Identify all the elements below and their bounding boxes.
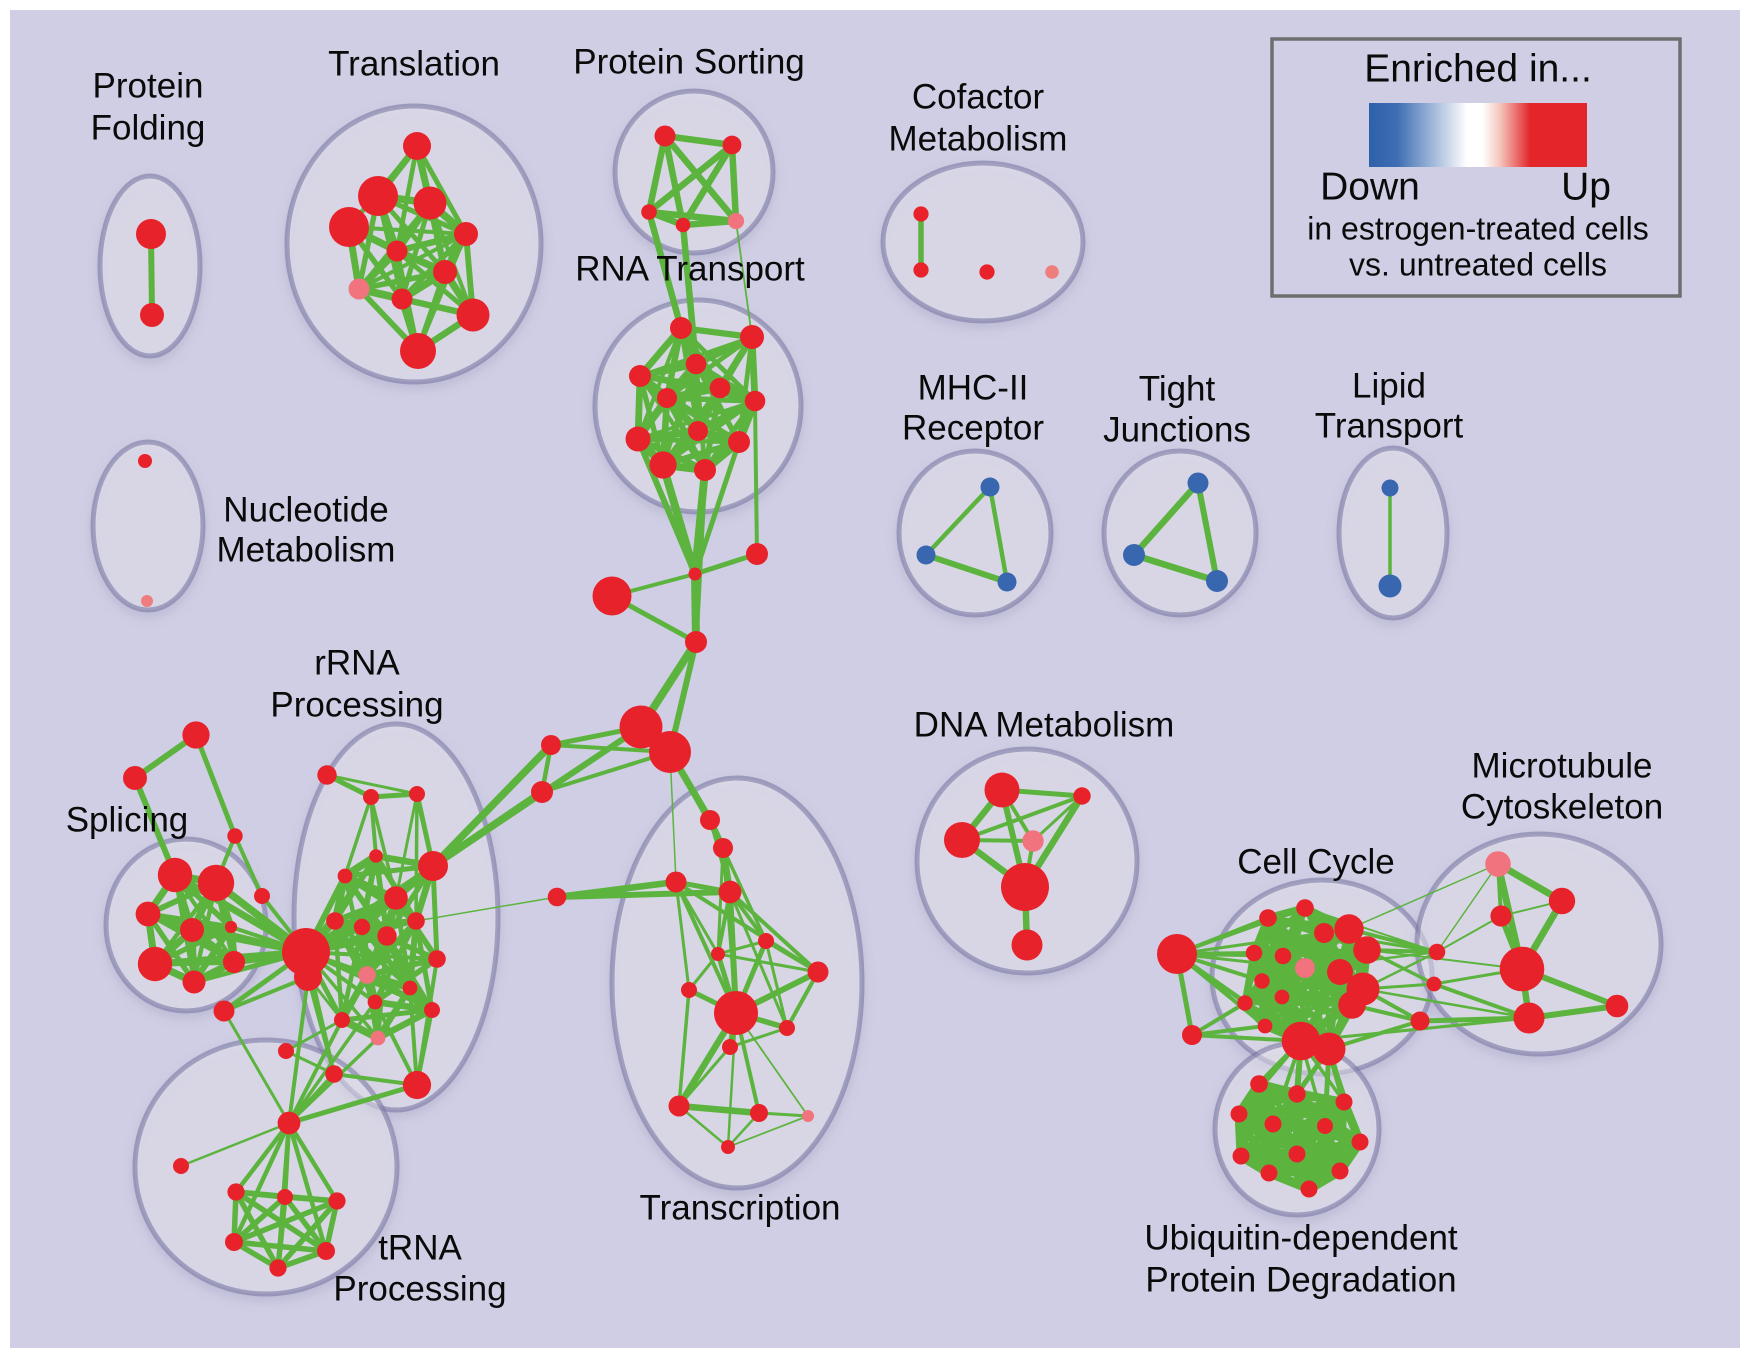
svg-text:Tight: Tight [1139,369,1216,408]
svg-text:RNA Transport: RNA Transport [575,249,805,288]
svg-text:Microtubule: Microtubule [1472,746,1653,785]
svg-text:Splicing: Splicing [66,800,189,839]
svg-text:Protein Degradation: Protein Degradation [1145,1260,1456,1299]
svg-text:Metabolism: Metabolism [217,530,396,569]
svg-text:Cytoskeleton: Cytoskeleton [1461,787,1663,826]
svg-text:Transport: Transport [1315,406,1464,445]
svg-text:Nucleotide: Nucleotide [223,490,388,529]
svg-text:tRNA: tRNA [378,1228,462,1267]
svg-text:DNA Metabolism: DNA Metabolism [914,705,1175,744]
svg-text:in estrogen-treated cells: in estrogen-treated cells [1307,210,1649,246]
svg-text:Ubiquitin-dependent: Ubiquitin-dependent [1144,1218,1458,1257]
svg-text:Up: Up [1561,165,1611,208]
svg-text:Cofactor: Cofactor [912,77,1045,116]
svg-text:Lipid: Lipid [1352,366,1426,405]
svg-text:Receptor: Receptor [902,408,1044,447]
svg-text:Processing: Processing [333,1269,506,1308]
svg-text:vs. untreated cells: vs. untreated cells [1349,246,1607,282]
svg-text:Processing: Processing [270,685,443,724]
svg-text:Junctions: Junctions [1103,410,1251,449]
svg-text:rRNA: rRNA [314,643,400,682]
svg-text:Metabolism: Metabolism [889,119,1068,158]
svg-text:Enriched in...: Enriched in... [1364,47,1592,90]
svg-text:Translation: Translation [328,44,500,83]
svg-text:Protein Sorting: Protein Sorting [573,42,805,81]
svg-text:Down: Down [1320,165,1420,208]
svg-text:MHC-II: MHC-II [918,368,1029,407]
svg-text:Folding: Folding [91,108,206,147]
svg-text:Protein: Protein [93,66,204,105]
svg-text:Cell Cycle: Cell Cycle [1237,842,1395,881]
svg-text:Transcription: Transcription [640,1188,841,1227]
